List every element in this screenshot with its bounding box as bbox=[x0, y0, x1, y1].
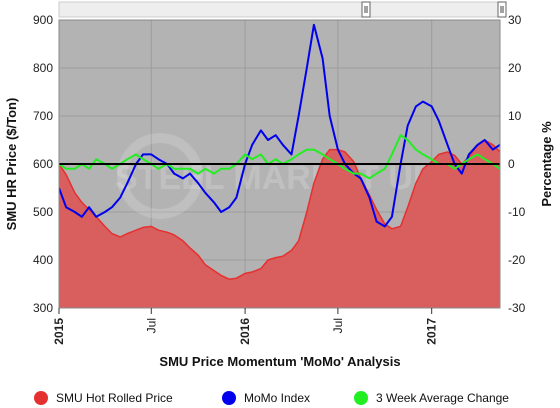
legend-item-momo[interactable]: MoMo Index bbox=[222, 391, 310, 405]
legend-label-hot-rolled: SMU Hot Rolled Price bbox=[56, 391, 173, 405]
y-left-tick-label: 900 bbox=[33, 13, 53, 27]
chart-title: SMU Price Momentum 'MoMo' Analysis bbox=[159, 354, 400, 369]
legend-item-3-week-change[interactable]: 3 Week Average Change bbox=[354, 391, 509, 405]
y-axis-left-title: SMU HR Price ($/Ton) bbox=[4, 98, 19, 231]
x-tick-label: 2015 bbox=[52, 318, 66, 345]
navigator-handle-right[interactable] bbox=[497, 1, 507, 18]
y-right-tick-label: 10 bbox=[508, 109, 522, 123]
line-momo-index bbox=[59, 23, 500, 228]
y-right-tick-label: 0 bbox=[508, 157, 515, 171]
y-left-tick-label: 500 bbox=[33, 205, 53, 219]
navigator-handle-left[interactable] bbox=[361, 1, 371, 18]
legend-swatch-hot-rolled bbox=[34, 391, 48, 405]
line-3-week-average-change bbox=[59, 134, 500, 180]
plot-border bbox=[58, 19, 501, 309]
x-tick-label: 2016 bbox=[238, 318, 252, 345]
series-layer bbox=[59, 23, 500, 308]
legend-label-3-week-change: 3 Week Average Change bbox=[376, 391, 509, 405]
area-smu-hot-rolled-price bbox=[59, 140, 500, 308]
line-smu-hot-rolled-price bbox=[59, 139, 500, 280]
legend: SMU Hot Rolled Price MoMo Index 3 Week A… bbox=[34, 391, 509, 405]
navigator-track[interactable] bbox=[58, 1, 501, 18]
legend-swatch-3-week-change bbox=[354, 391, 368, 405]
legend-swatch-momo bbox=[222, 391, 236, 405]
y-right-tick-label: -30 bbox=[508, 301, 526, 315]
y-left-tick-label: 400 bbox=[33, 253, 53, 267]
x-tick-label: Jul bbox=[331, 318, 345, 333]
x-tick-label: Jul bbox=[144, 318, 158, 333]
y-left-tick-label: 600 bbox=[33, 157, 53, 171]
range-navigator[interactable] bbox=[58, 1, 507, 18]
y-left-tick-label: 300 bbox=[33, 301, 53, 315]
y-left-tick-label: 800 bbox=[33, 61, 53, 75]
y-right-tick-label: 20 bbox=[508, 61, 522, 75]
y-right-tick-label: -10 bbox=[508, 205, 526, 219]
y-axis-right-title: Percentage % bbox=[539, 121, 554, 207]
y-left-tick-label: 700 bbox=[33, 109, 53, 123]
legend-item-hot-rolled[interactable]: SMU Hot Rolled Price bbox=[34, 391, 173, 405]
legend-label-momo: MoMo Index bbox=[244, 391, 310, 405]
y-right-tick-label: -20 bbox=[508, 253, 526, 267]
y-right-tick-label: 30 bbox=[508, 13, 522, 27]
x-tick-label: 2017 bbox=[425, 318, 439, 345]
